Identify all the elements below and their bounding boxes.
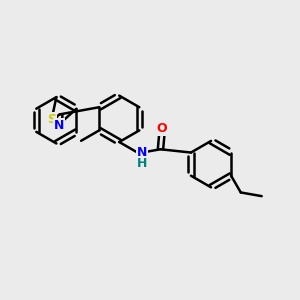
Text: N: N [54, 119, 64, 132]
Text: H: H [137, 157, 147, 170]
Text: N: N [137, 146, 147, 159]
Text: O: O [157, 122, 167, 135]
Text: S: S [47, 113, 56, 126]
